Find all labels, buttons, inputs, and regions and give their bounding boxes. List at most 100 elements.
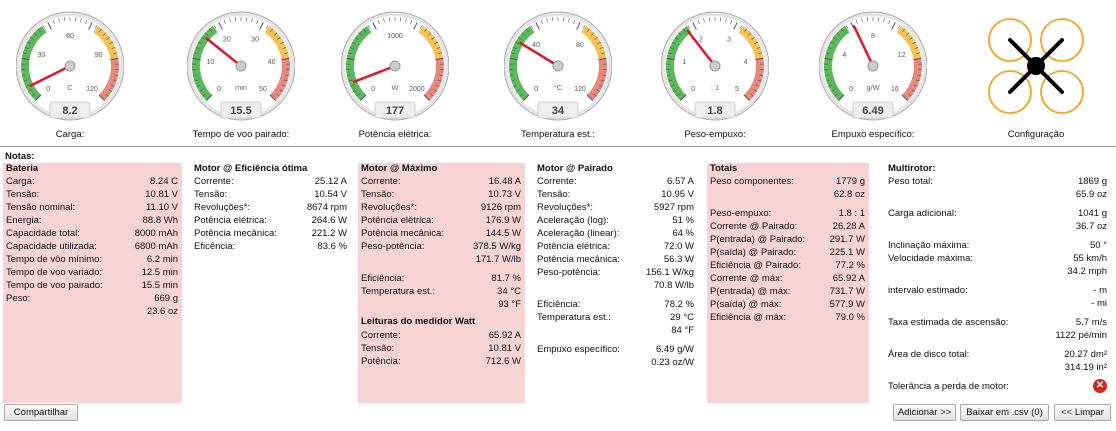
result-row: Eficiência @ máx: 79.0 % — [707, 311, 869, 324]
gauge-tick — [269, 28, 274, 32]
result-value: 1.8 : 1 — [838, 208, 865, 219]
gauge-tick — [85, 19, 88, 24]
result-key: Corrente: — [194, 176, 234, 187]
gauge-tick — [573, 19, 576, 24]
gauge-tick — [675, 36, 679, 40]
gauge-tick — [576, 22, 581, 30]
result-row: 0.23 oz/W — [534, 356, 698, 369]
share-button[interactable]: Compartilhar — [4, 404, 78, 421]
gauge-label: Peso-empuxo: — [684, 129, 746, 140]
result-value: - mi — [1091, 298, 1107, 309]
result-row: Peso total: 1869 g — [885, 175, 1111, 188]
gauge-tick — [362, 28, 367, 32]
gauge-tick-label: 3 — [727, 36, 731, 43]
gauge-tick-label: 0 — [371, 86, 375, 93]
gauge-tick — [346, 74, 351, 76]
configuration-diagram[interactable]: Configuração — [982, 4, 1090, 144]
result-key: Capacidade total: — [6, 228, 80, 239]
gauge-tick-label: 1000 — [387, 33, 403, 40]
gauge-hub — [389, 60, 401, 72]
result-row: Energia: 88.8 Wh — [3, 214, 182, 227]
add-button[interactable]: Adicionar >> — [893, 404, 956, 421]
gauge-unit: W — [391, 83, 399, 92]
result-value: 65.9 oz — [1075, 189, 1107, 200]
result-value: 10.81 V — [145, 189, 178, 200]
gauge-value-box — [852, 101, 894, 119]
gauge-tick — [42, 25, 46, 29]
gauge-tick — [94, 25, 98, 29]
gauge-tick-label: 4 — [842, 52, 846, 59]
gauge-tick — [265, 25, 269, 29]
gauge-tick — [276, 93, 280, 97]
result-row: Tempo de voo pairado: 15.5 min — [3, 279, 182, 292]
result-row: Tempo de voo variado: 12.5 min — [3, 266, 182, 279]
result-value: 79.0 % — [835, 312, 865, 323]
result-value: 34.2 mph — [1067, 266, 1107, 277]
gauge-tick — [372, 22, 377, 30]
gauge-tick-label: 0 — [534, 86, 538, 93]
result-value: 1122 pé/min — [1055, 330, 1107, 341]
result-row: 84 °F — [534, 324, 698, 337]
multirotor-rows: Peso total: 1869 g 65.9 oz Carga adicional:… — [885, 175, 1111, 393]
result-key: Tempo de voo pairado: — [6, 280, 103, 291]
result-value: 8.24 C — [150, 176, 178, 187]
gauge-tick-label: 4 — [744, 59, 748, 66]
motor-optimal-rows: Corrente: 25.12 A Tensão: 10.54 V Revoluções… — [191, 175, 351, 253]
notes-title: Notas: — [5, 151, 35, 162]
gauge-specific-thrust: 0 4 8 12 16 g/W 6.49 Empuxo específico: — [819, 4, 927, 144]
gauge-tick-label: 120 — [86, 86, 98, 93]
gauge-tick — [827, 46, 832, 50]
gauge-tick — [667, 52, 672, 55]
gauge-tick — [697, 19, 700, 24]
result-key: Potência mecânica: — [194, 228, 277, 239]
gauge-charge: 0 30 60 90 120 C 8.2 Carga: — [16, 4, 124, 144]
gauge-label: Tempo de voo pairado: — [192, 129, 290, 140]
result-row: Empuxo específico: 6.49 g/W — [534, 343, 698, 356]
gauge-unit: g/W — [866, 83, 880, 92]
gauge-tick — [586, 28, 591, 32]
gauge-tick — [223, 19, 226, 24]
result-key: Peso-potência: — [361, 241, 425, 252]
gauge-tick — [668, 79, 673, 82]
result-row: 34.2 mph — [885, 265, 1111, 278]
result-value: 26.28 A — [832, 221, 865, 232]
gauge-tick — [34, 94, 42, 102]
gauge-value-box — [537, 101, 579, 119]
gauge-tick — [192, 57, 201, 61]
gauge-tick — [213, 25, 217, 29]
gauge-tick — [599, 46, 604, 50]
gauge-tick — [855, 19, 858, 24]
result-key: Tensão: — [361, 343, 395, 354]
gauge-tick — [826, 79, 831, 82]
result-key: Tempo de vôo mínimo: — [6, 254, 103, 265]
gauge-tick — [837, 94, 845, 102]
gauge-tick — [105, 93, 109, 97]
result-row: Potência mecânica: 144.5 W — [358, 227, 525, 240]
gauge-tick — [98, 28, 103, 32]
gauge-band — [509, 25, 535, 101]
result-row: Revoluções*: 8674 rpm — [191, 201, 351, 214]
result-key: Eficiência @ máx: — [710, 312, 787, 323]
gauge-tick — [419, 25, 423, 29]
gauge-tick — [743, 94, 751, 102]
gauge-tick — [672, 41, 676, 45]
download-csv-button[interactable]: Baixar em .csv (0) — [960, 404, 1049, 421]
gauge-tick — [914, 46, 919, 50]
result-row: Revoluções*: 5927 rpm — [534, 201, 698, 214]
result-key: Revoluções*: — [194, 202, 250, 213]
result-value: 1041 g — [1077, 208, 1107, 219]
result-row: Potência: 712.6 W — [358, 355, 525, 368]
result-row: 23.6 oz — [3, 305, 182, 318]
gauge-tick — [356, 93, 360, 97]
gauge-dial: 0 40 80 120 °C 34 — [504, 11, 612, 121]
gauge-tick-label: 50 — [259, 86, 267, 93]
result-key: Temperatura est.: — [361, 286, 435, 297]
result-value: 225.1 W — [829, 247, 865, 258]
gauge-tick — [438, 52, 443, 55]
gauge-tick — [98, 94, 106, 102]
gauge-tick-label: 16 — [891, 86, 899, 93]
result-row: intervalo estimado: - m — [885, 284, 1111, 297]
gauge-tick — [434, 41, 438, 45]
gauge-tick — [917, 74, 922, 76]
clear-button[interactable]: << Limpar — [1054, 404, 1111, 421]
